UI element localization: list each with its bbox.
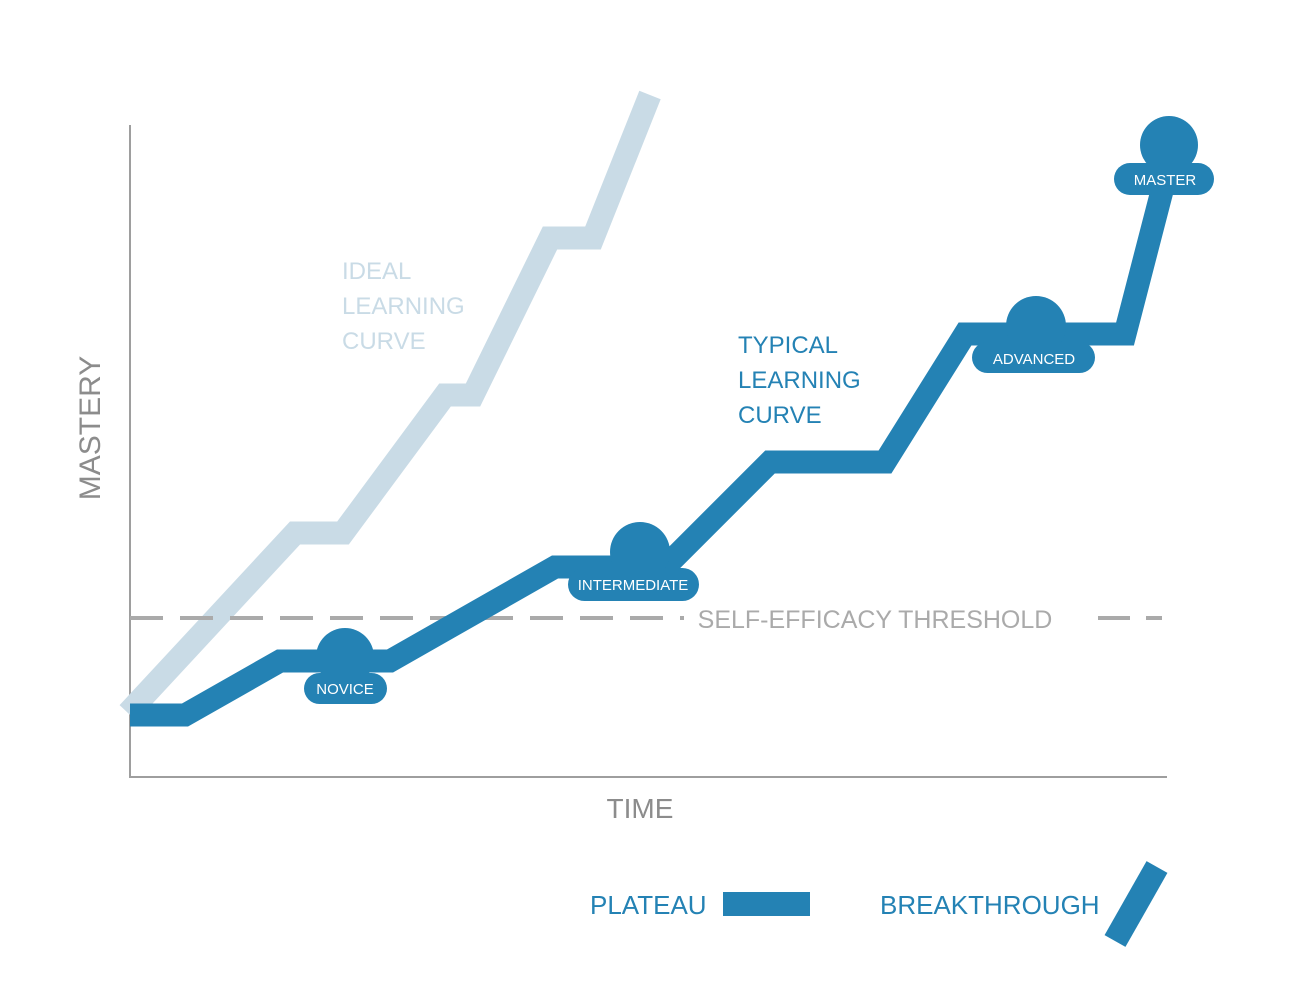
typical-curve-label: TYPICAL LEARNING CURVE xyxy=(738,332,867,429)
stage-label-master: MASTER xyxy=(1134,172,1197,189)
typical-curve-label-line-1: TYPICAL xyxy=(738,332,838,359)
stage-marker-advanced: ADVANCED xyxy=(972,296,1095,373)
typical-curve-label-line-3: CURVE xyxy=(738,402,822,429)
threshold-label: SELF-EFFICACY THRESHOLD xyxy=(698,606,1053,634)
ideal-curve-label-line-1: IDEAL xyxy=(342,258,411,285)
stage-label-advanced: ADVANCED xyxy=(993,351,1075,368)
stage-label-intermediate: INTERMEDIATE xyxy=(578,577,689,594)
legend-plateau-label: PLATEAU xyxy=(590,890,707,920)
legend-breakthrough-label: BREAKTHROUGH xyxy=(880,890,1100,920)
stage-label-novice: NOVICE xyxy=(316,681,374,698)
ideal-curve-label-line-3: CURVE xyxy=(342,328,426,355)
ideal-curve-label-line-2: LEARNING xyxy=(342,293,465,320)
ideal-learning-curve xyxy=(119,90,661,721)
stage-marker-master: MASTER xyxy=(1114,116,1214,195)
typical-curve-label-line-2: LEARNING xyxy=(738,367,861,394)
stage-marker-novice: NOVICE xyxy=(304,628,387,704)
ideal-curve-label: IDEAL LEARNING CURVE xyxy=(342,258,471,355)
legend-plateau-swatch xyxy=(723,892,810,916)
x-axis-label: TIME xyxy=(607,793,674,824)
stage-marker-intermediate: INTERMEDIATE xyxy=(568,522,699,601)
y-axis-label: MASTERY xyxy=(74,356,107,500)
legend-breakthrough-swatch xyxy=(1104,861,1168,947)
legend: PLATEAU BREAKTHROUGH xyxy=(590,861,1168,947)
